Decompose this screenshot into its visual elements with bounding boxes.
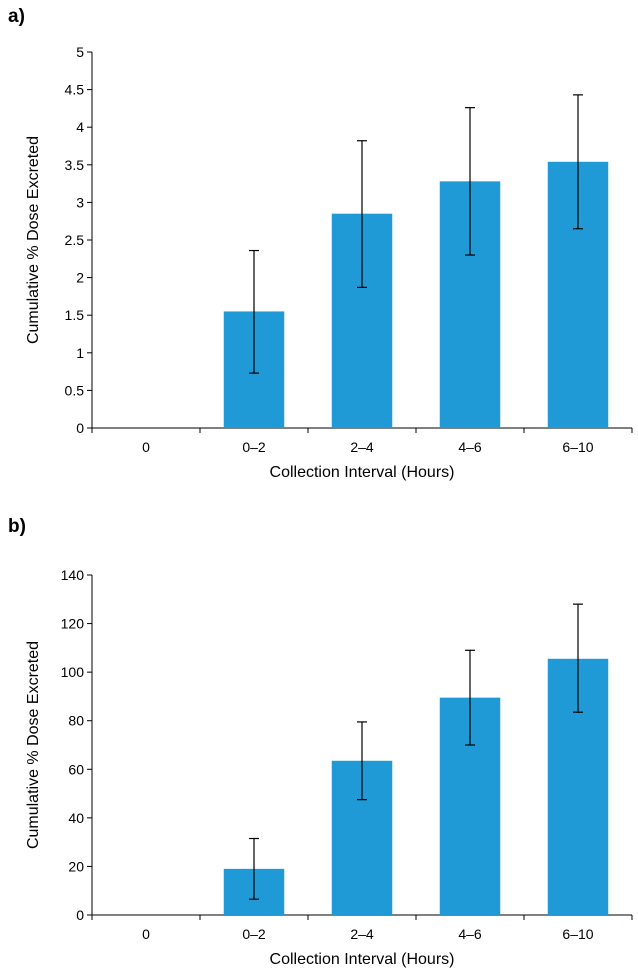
y-tick-label: 60	[68, 761, 84, 777]
x-axis-title: Collection Interval (Hours)	[270, 951, 455, 968]
y-tick-label: 4	[76, 119, 84, 135]
y-tick-label: 3.5	[65, 157, 85, 173]
y-tick-label: 1.5	[65, 307, 85, 323]
x-tick-label: 0–2	[242, 439, 266, 455]
y-tick-label: 100	[61, 664, 85, 680]
y-tick-label: 120	[61, 616, 85, 632]
y-tick-label: 4.5	[65, 82, 85, 98]
y-tick-label: 1	[76, 345, 84, 361]
y-tick-label: 20	[68, 858, 84, 874]
y-axis-title: Cumulative % Dose Excreted	[25, 641, 42, 849]
panel-label-b: b)	[8, 516, 26, 537]
x-tick-label: 0–2	[242, 926, 266, 942]
y-tick-label: 0	[76, 907, 84, 923]
bar-chart-a: 0 0.5 1 1.5 2 2.5 3 3.5 4 4.5 5 0 0–2 2–4 4–6 6–10 Colle…	[25, 44, 633, 481]
y-tick-label: 0	[76, 420, 84, 436]
x-tick-label: 0	[142, 926, 150, 942]
x-tick-label: 4–6	[458, 926, 482, 942]
y-tick-label: 2	[76, 270, 84, 286]
panel-label-a: a)	[8, 6, 25, 27]
x-tick-label: 4–6	[458, 439, 482, 455]
y-tick-label: 140	[61, 567, 85, 583]
x-tick-label: 0	[142, 439, 150, 455]
y-tick-label: 40	[68, 810, 84, 826]
x-tick-label: 6–10	[562, 439, 593, 455]
y-axis-title: Cumulative % Dose Excreted	[25, 136, 42, 344]
y-tick-label: 5	[76, 44, 84, 60]
x-axis-title: Collection Interval (Hours)	[270, 464, 455, 481]
y-tick-label: 80	[68, 713, 84, 729]
y-tick-label: 3	[76, 194, 84, 210]
bar-chart-b: 0 20 40 60 80 100 120 140 0 0–2 2–4 4–6 6–10 Collecti…	[25, 567, 633, 968]
y-tick-label: 2.5	[65, 232, 85, 248]
x-tick-label: 6–10	[562, 926, 593, 942]
x-tick-label: 2–4	[350, 439, 374, 455]
y-tick-label: 0.5	[65, 382, 85, 398]
x-tick-label: 2–4	[350, 926, 374, 942]
